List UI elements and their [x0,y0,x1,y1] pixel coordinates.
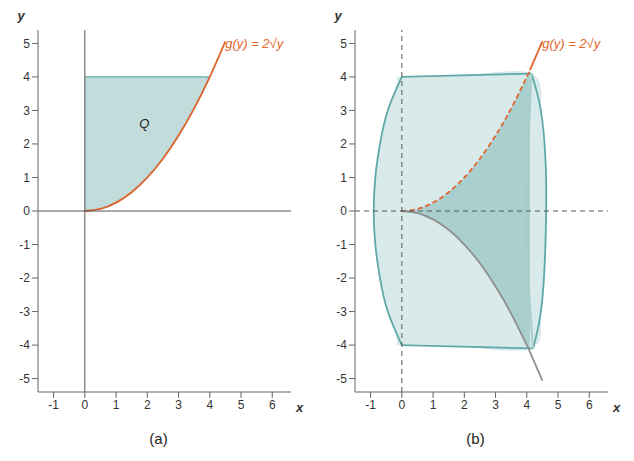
svg-text:y: y [333,8,342,23]
svg-text:1: 1 [23,171,30,185]
svg-text:2: 2 [144,398,151,412]
svg-text:4: 4 [23,70,30,84]
svg-text:0: 0 [340,204,347,218]
svg-text:-5: -5 [19,372,30,386]
svg-text:-3: -3 [19,305,30,319]
svg-text:1: 1 [430,398,437,412]
svg-text:g(y) = 2√y: g(y) = 2√y [542,36,602,51]
svg-text:0: 0 [23,204,30,218]
svg-text:5: 5 [555,398,562,412]
svg-text:-4: -4 [336,338,347,352]
svg-text:2: 2 [23,137,30,151]
svg-text:2: 2 [340,137,347,151]
svg-text:4: 4 [523,398,530,412]
svg-text:-3: -3 [336,305,347,319]
svg-text:5: 5 [340,37,347,51]
svg-text:-2: -2 [336,271,347,285]
svg-text:1: 1 [340,171,347,185]
svg-text:2: 2 [461,398,468,412]
svg-text:3: 3 [340,104,347,118]
svg-text:6: 6 [586,398,593,412]
svg-text:y: y [16,8,25,23]
svg-text:-4: -4 [19,338,30,352]
svg-text:-1: -1 [48,398,59,412]
html-text:(b): (b) [466,430,485,447]
svg-text:g(y) = 2√y: g(y) = 2√y [225,36,285,51]
svg-text:3: 3 [492,398,499,412]
svg-text:5: 5 [238,398,245,412]
svg-text:3: 3 [23,104,30,118]
html-text:(a): (a) [149,430,168,447]
svg-text:1: 1 [113,398,120,412]
svg-text:4: 4 [206,398,213,412]
svg-text:-1: -1 [19,238,30,252]
svg-text:5: 5 [23,37,30,51]
svg-text:-2: -2 [19,271,30,285]
svg-text:Q: Q [139,116,149,131]
svg-text:x: x [612,400,621,415]
svg-text:-1: -1 [336,238,347,252]
svg-text:x: x [295,400,304,415]
svg-text:4: 4 [340,70,347,84]
svg-text:-5: -5 [336,372,347,386]
svg-text:3: 3 [175,398,182,412]
svg-text:0: 0 [82,398,89,412]
svg-text:6: 6 [269,398,276,412]
svg-text:0: 0 [399,398,406,412]
svg-text:-1: -1 [365,398,376,412]
